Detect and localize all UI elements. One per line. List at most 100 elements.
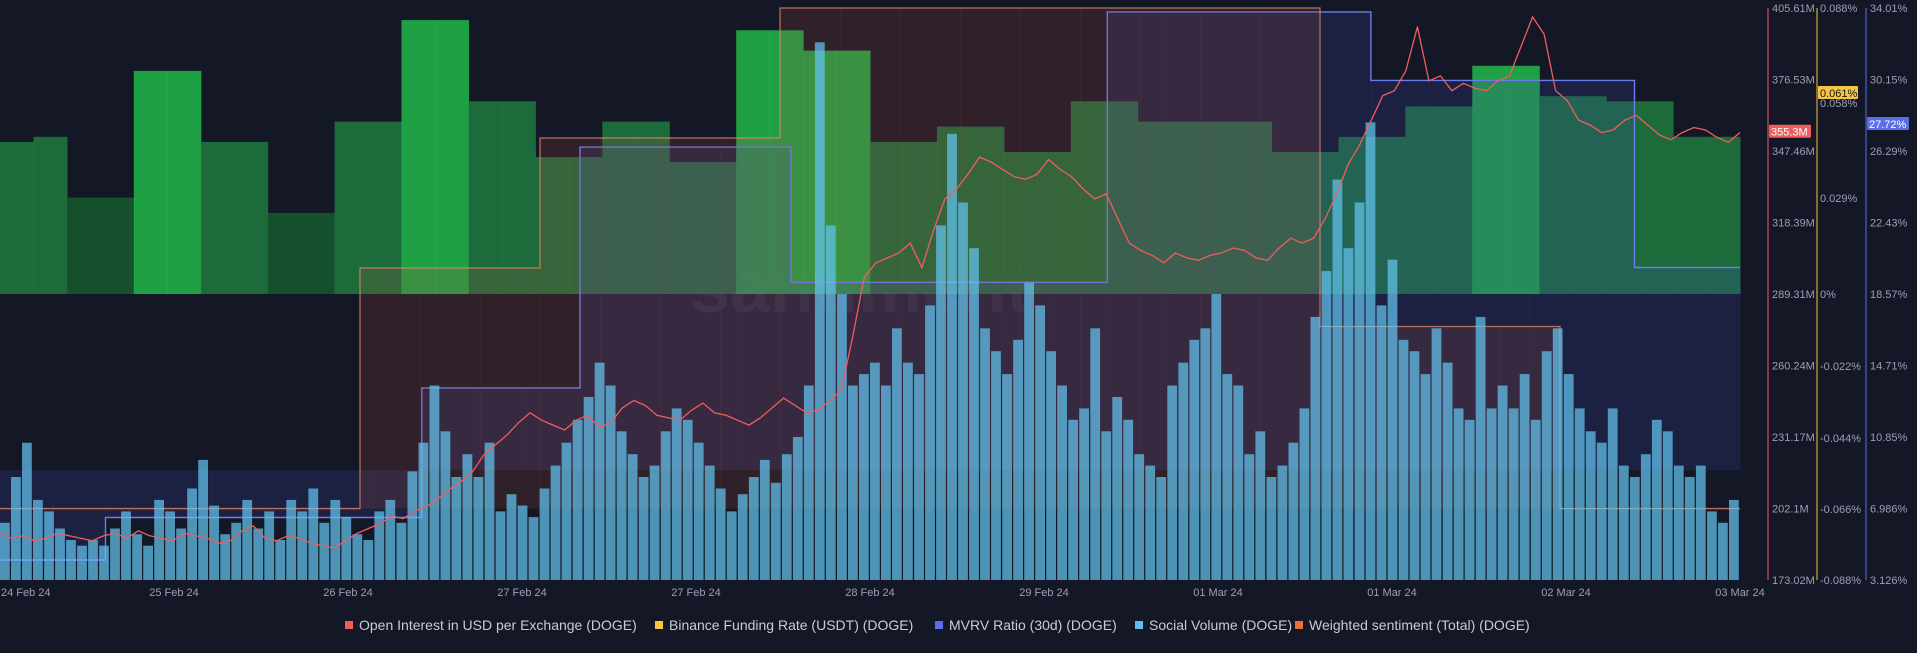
x-tick-label: 25 Feb 24 [149, 587, 199, 599]
sentiment-bar [234, 141, 269, 294]
sentiment-bar [167, 70, 202, 295]
social-volume-bar [143, 545, 153, 580]
legend-item[interactable]: Social Volume (DOGE) [1135, 617, 1292, 633]
social-volume-bar [121, 511, 131, 580]
legend-swatch [345, 621, 353, 629]
social-volume-bar [1662, 431, 1673, 580]
sentiment-bar [903, 141, 938, 294]
social-volume-bar [1673, 465, 1684, 580]
social-volume-bar [671, 408, 682, 580]
social-volume-bar [848, 385, 858, 580]
social-volume-bar [1079, 408, 1089, 580]
mvrv-tick-label: 30.15% [1870, 75, 1908, 87]
sentiment-bar [66, 197, 101, 294]
sentiment-bar [836, 50, 871, 294]
social-volume-bar [352, 534, 363, 580]
sentiment-bar [635, 121, 670, 294]
social-volume-bar [1497, 385, 1508, 580]
social-volume-bar [1024, 282, 1034, 580]
funding-tick-label: -0.066% [1820, 504, 1861, 516]
x-tick-label: 01 Mar 24 [1367, 587, 1417, 599]
sentiment-bar [100, 197, 135, 294]
social-volume-bar [980, 328, 990, 580]
social-volume-bar [506, 494, 517, 580]
legend-item[interactable]: Weighted sentiment (Total) (DOGE) [1295, 617, 1530, 633]
social-volume-bar [1200, 328, 1211, 580]
sentiment-bar [401, 20, 436, 294]
sentiment-bar [435, 20, 469, 294]
legend-item[interactable]: Open Interest in USD per Exchange (DOGE) [345, 617, 637, 633]
social-volume-bar [0, 522, 10, 580]
x-tick-label: 27 Feb 24 [497, 587, 547, 599]
social-volume-bar [1013, 339, 1023, 580]
social-volume-bar [231, 522, 242, 580]
social-volume-bar [484, 442, 495, 580]
social-volume-bar [1112, 397, 1123, 580]
social-volume-bar [1618, 465, 1629, 580]
social-volume-bar [495, 511, 506, 580]
oi-tick-label: 376.53M [1772, 75, 1815, 87]
social-volume-bar [407, 471, 418, 580]
sentiment-bar [1639, 101, 1674, 294]
sentiment-bar [1003, 152, 1038, 294]
social-volume-bar [264, 511, 275, 580]
social-volume-bar [1729, 499, 1739, 580]
social-volume-bar [1519, 374, 1530, 580]
social-volume-bar [1145, 465, 1156, 580]
social-volume-bar [737, 494, 748, 580]
social-volume-bar [396, 522, 407, 580]
social-bars [0, 42, 1739, 581]
sentiment-bar [1438, 106, 1473, 295]
legend-item[interactable]: Binance Funding Rate (USDT) (DOGE) [655, 617, 913, 633]
social-volume-bar [22, 442, 32, 580]
social-volume-bar [991, 351, 1001, 580]
sentiment-bar [468, 101, 503, 294]
social-volume-bar [781, 454, 792, 580]
legend[interactable]: Open Interest in USD per Exchange (DOGE)… [345, 617, 1530, 633]
social-volume-bar [550, 465, 561, 580]
oi-current-badge-bg [1769, 124, 1811, 138]
social-volume-bar [418, 442, 429, 580]
social-volume-bar [1123, 419, 1134, 580]
social-volume-bar [528, 517, 539, 580]
social-volume-bar [936, 225, 946, 580]
social-volume-bar [308, 488, 319, 580]
sentiment-bar [368, 121, 403, 294]
social-volume-bar [693, 442, 704, 580]
sentiment-bar [1405, 106, 1440, 295]
social-volume-bar [638, 477, 649, 580]
social-volume-bar [925, 305, 935, 580]
mvrv-tick-label: 14.71% [1870, 361, 1908, 373]
social-volume-bar [1695, 465, 1706, 580]
social-volume-bar [1101, 431, 1112, 580]
social-volume-bar [253, 528, 264, 580]
social-volume-bar [627, 454, 638, 580]
oi-tick-label: 202.1M [1772, 504, 1809, 516]
social-volume-bar [55, 528, 65, 580]
sentiment-bar [769, 30, 804, 295]
social-volume-bar [583, 397, 594, 580]
social-volume-bar [1376, 305, 1387, 580]
social-volume-bar [759, 459, 770, 580]
social-volume-bar [770, 482, 781, 580]
social-volume-bar [319, 522, 330, 580]
legend-item[interactable]: MVRV Ratio (30d) (DOGE) [935, 617, 1117, 633]
social-volume-bar [1409, 351, 1420, 580]
social-volume-bar [1431, 328, 1442, 580]
x-tick-label: 29 Feb 24 [1019, 587, 1069, 599]
social-volume-bar [1453, 408, 1464, 580]
social-volume-bar [1156, 477, 1167, 580]
sentiment-bar [1505, 65, 1540, 294]
legend-swatch [935, 621, 943, 629]
sentiment-bar [1472, 65, 1507, 294]
x-tick-label: 26 Feb 24 [323, 587, 373, 599]
social-volume-bar [1332, 179, 1343, 580]
social-volume-bar [176, 528, 186, 580]
social-volume-bar [572, 419, 583, 580]
funding-box [1680, 508, 1741, 511]
mvrv-tick-label: 18.57% [1870, 289, 1908, 301]
sentiment-bar [702, 162, 737, 294]
social-volume-bar [561, 442, 572, 580]
social-volume-bar [1574, 408, 1585, 580]
funding-box [360, 268, 421, 509]
